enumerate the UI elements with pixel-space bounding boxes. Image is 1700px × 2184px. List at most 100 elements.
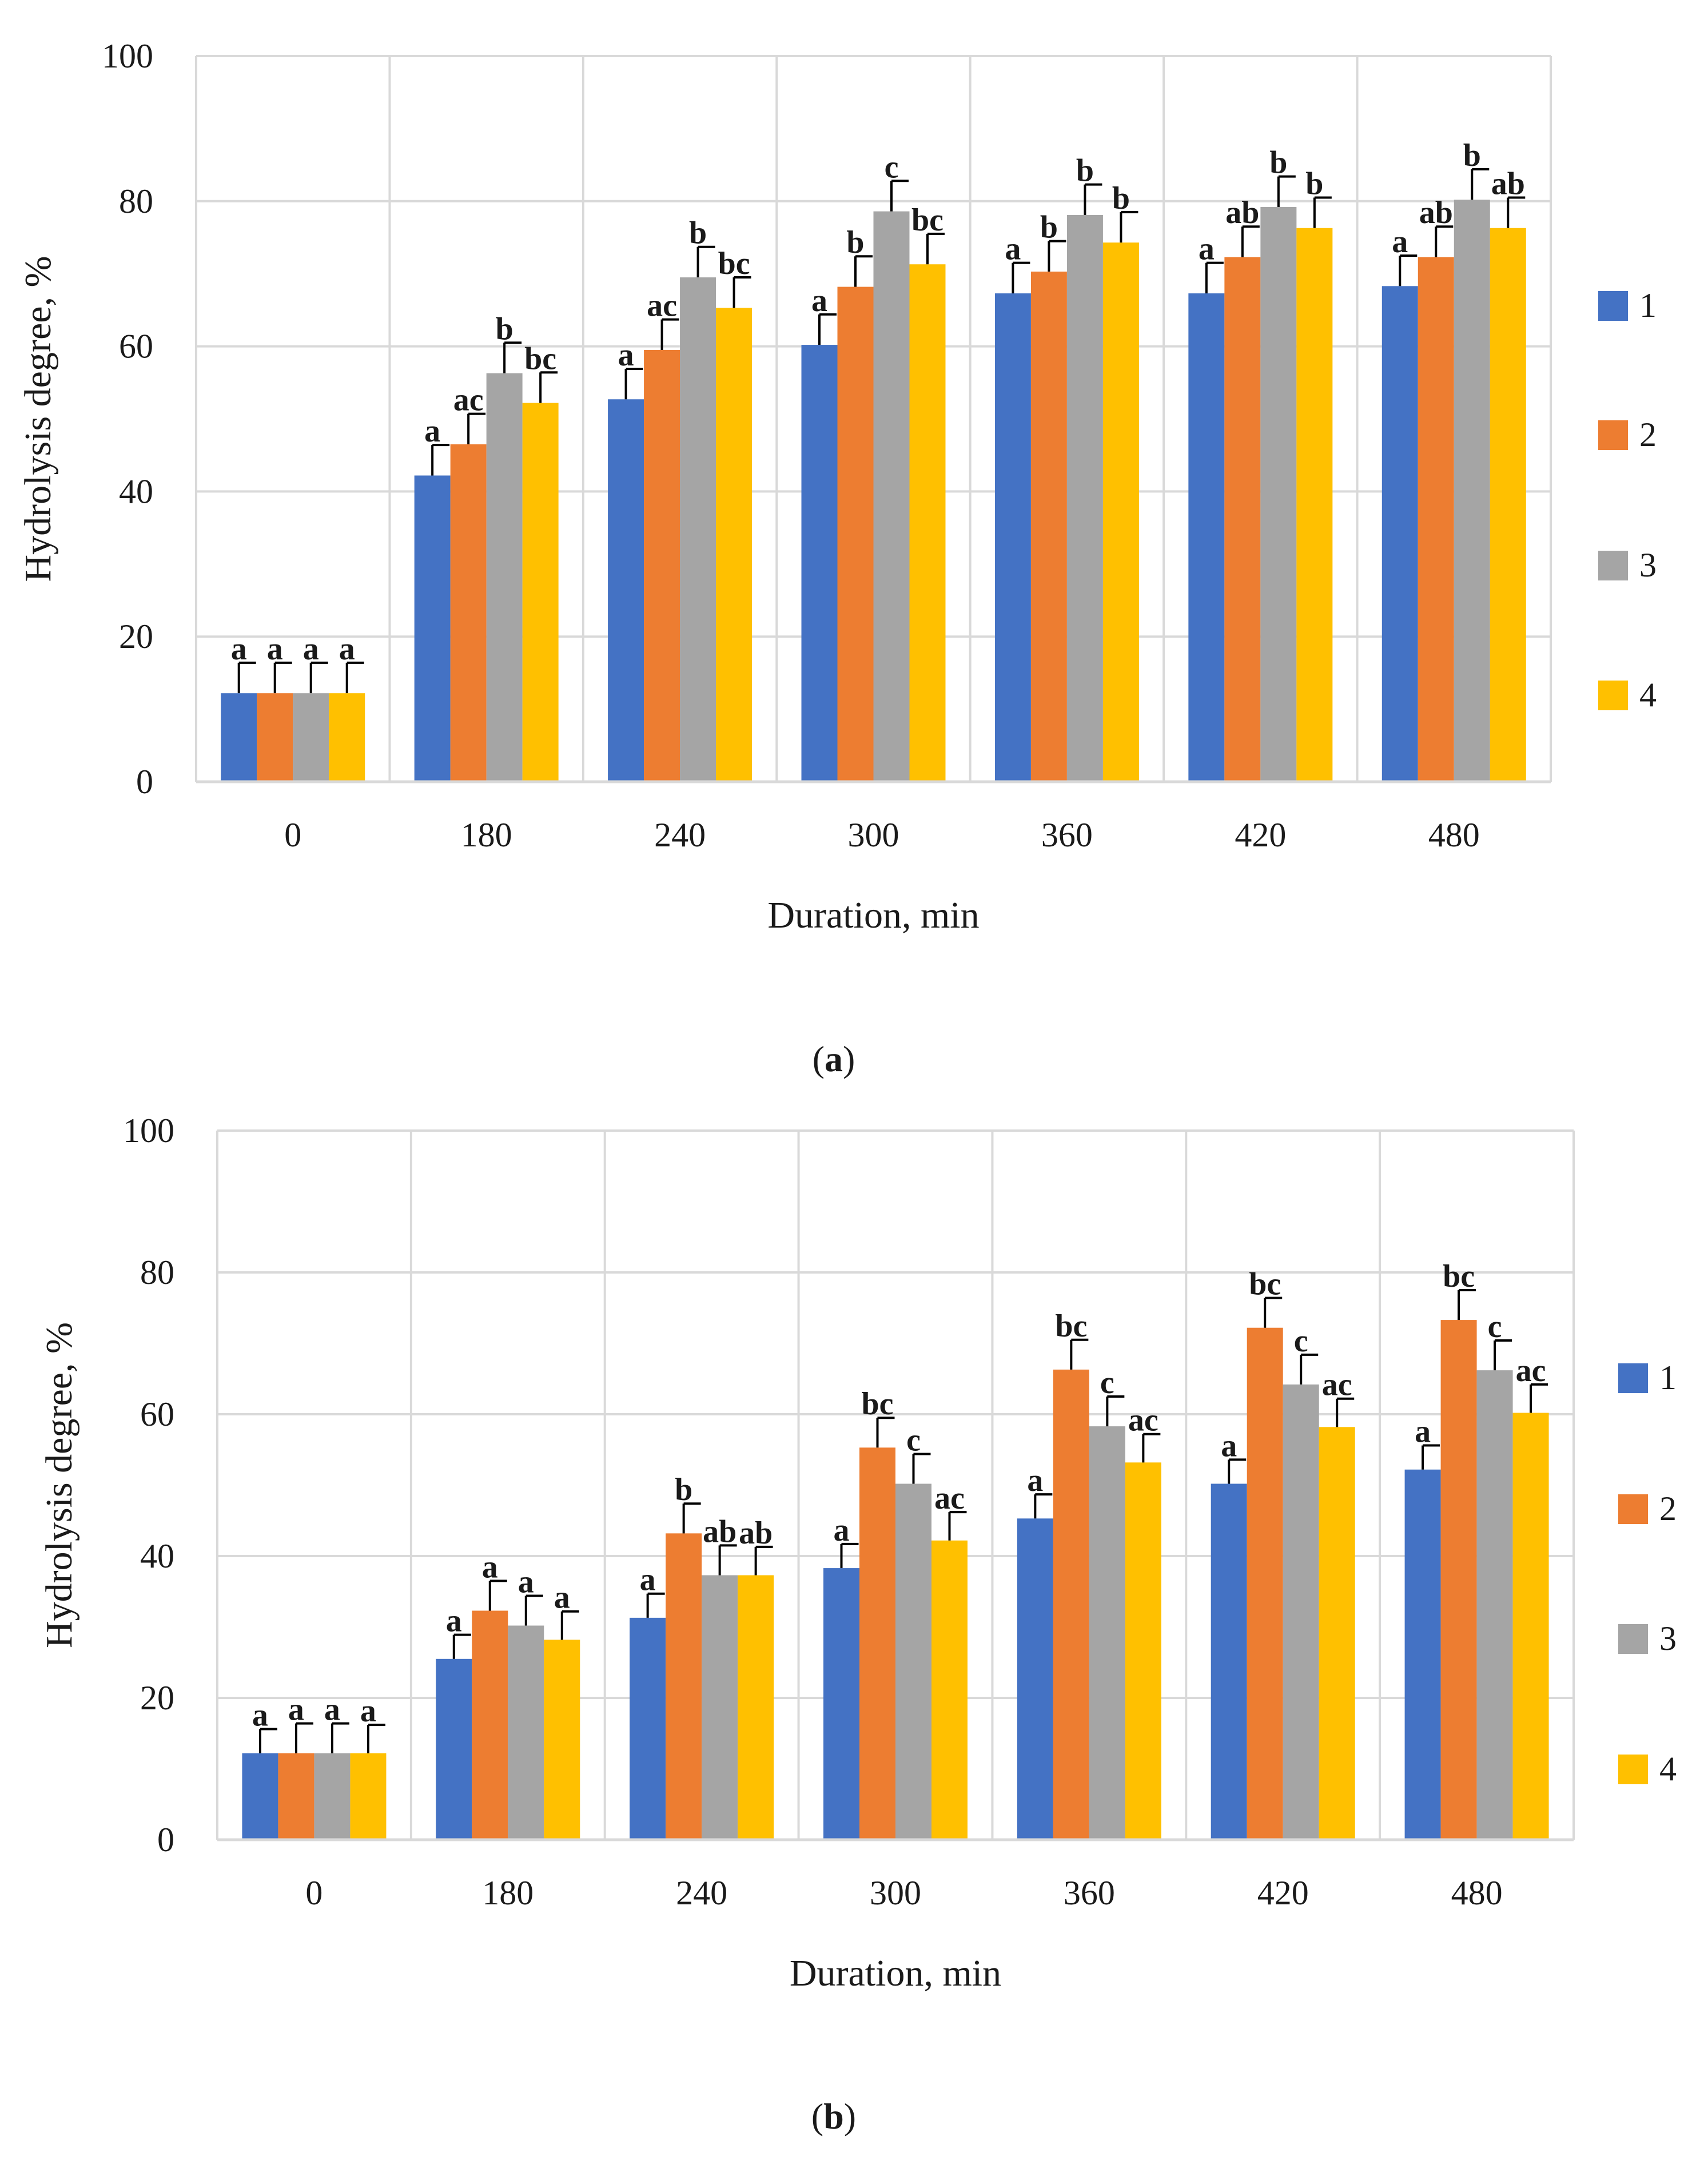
x-tick-label: 360 [1064, 1874, 1115, 1912]
significance-label: a [231, 631, 247, 667]
significance-label: b [496, 311, 513, 347]
bar-series-1-240 [630, 1617, 666, 1840]
bar-series-3-300 [895, 1483, 931, 1840]
bar-series-4-180 [522, 403, 559, 782]
significance-label: a [618, 337, 634, 373]
bar-series-3-240 [702, 1575, 738, 1840]
significance-label: b [675, 1472, 692, 1507]
bar-series-1-420 [1188, 293, 1225, 782]
bar-series-1-300 [823, 1568, 859, 1840]
x-tick-label: 180 [482, 1874, 534, 1912]
significance-label: a [303, 631, 319, 667]
bar-series-4-300 [909, 264, 946, 782]
significance-label: a [834, 1513, 850, 1548]
significance-label: ac [1128, 1403, 1158, 1438]
bar-series-2-300 [837, 287, 874, 782]
legend-label-1: 1 [1659, 1359, 1677, 1397]
bar-series-1-360 [1017, 1518, 1053, 1840]
x-tick-label: 300 [870, 1874, 921, 1912]
bar-series-4-240 [738, 1575, 774, 1840]
significance-label: c [1488, 1309, 1502, 1344]
y-tick-label: 100 [123, 1112, 174, 1149]
bar-series-2-360 [1030, 271, 1067, 782]
significance-label: ab [1419, 195, 1453, 230]
x-tick-label: 360 [1041, 816, 1093, 854]
legend-swatch-2 [1618, 1494, 1648, 1524]
y-axis-title: Hydrolysis degree, % [17, 256, 59, 582]
bar-series-2-240 [644, 349, 680, 782]
x-tick-label: 480 [1428, 816, 1480, 854]
bar-series-3-360 [1066, 214, 1103, 782]
x-axis-title: Duration, min [767, 894, 979, 936]
bar-series-3-480 [1476, 1370, 1513, 1840]
legend: 1 2 3 4 [1598, 287, 1657, 714]
significance-label: a [482, 1549, 498, 1585]
bar-series-2-180 [450, 444, 487, 782]
bar-series-4-180 [544, 1640, 580, 1840]
bar-series-4-0 [350, 1753, 387, 1840]
y-tick-label: 0 [136, 763, 153, 801]
significance-label: a [518, 1564, 534, 1600]
legend-swatch-1 [1598, 291, 1628, 321]
significance-label: a [252, 1698, 268, 1733]
x-tick-label: 240 [654, 816, 706, 854]
legend-label-3: 3 [1639, 546, 1657, 584]
significance-label: c [1100, 1365, 1114, 1401]
bar-series-1-300 [801, 345, 838, 782]
legend-swatch-1 [1618, 1363, 1648, 1393]
bar-series-3-480 [1454, 200, 1490, 782]
y-tick-label: 0 [157, 1821, 174, 1859]
significance-label: bc [718, 246, 750, 281]
bar-series-2-180 [472, 1610, 508, 1840]
bar-series-4-480 [1490, 228, 1526, 782]
significance-label: b [1305, 166, 1323, 201]
bar-series-3-420 [1260, 206, 1297, 782]
y-tick-label: 20 [140, 1679, 174, 1717]
significance-label: b [689, 216, 707, 251]
bar-series-1-420 [1211, 1483, 1247, 1840]
significance-label: ac [1516, 1353, 1546, 1389]
bar-series-3-0 [314, 1753, 351, 1840]
x-tick-label: 240 [676, 1874, 727, 1912]
significance-label: a [339, 631, 355, 667]
bar-series-1-0 [242, 1753, 278, 1840]
bar-series-3-180 [486, 373, 523, 782]
bar-series-3-0 [293, 693, 329, 782]
significance-label: b [1076, 153, 1094, 189]
significance-label: ab [703, 1514, 736, 1549]
bar-series-3-300 [873, 211, 910, 782]
significance-label: c [906, 1422, 921, 1458]
significance-label: a [1005, 232, 1021, 267]
legend-label-4: 4 [1639, 676, 1657, 714]
significance-label: bc [911, 202, 943, 238]
y-tick-label: 40 [140, 1537, 174, 1575]
significance-label: bc [1055, 1308, 1087, 1344]
significance-label: a [446, 1604, 462, 1639]
y-tick-label: 40 [119, 472, 153, 510]
significance-label: b [1112, 181, 1130, 216]
significance-label: ac [647, 288, 677, 324]
bar-series-2-0 [278, 1753, 314, 1840]
significance-label: a [640, 1562, 656, 1598]
bar-series-2-480 [1418, 257, 1454, 782]
y-tick-label: 100 [102, 37, 153, 75]
x-tick-label: 180 [461, 816, 512, 854]
bar-series-1-480 [1382, 286, 1418, 782]
x-tick-label: 480 [1451, 1874, 1503, 1912]
significance-label: b [1040, 210, 1058, 245]
x-tick-label: 420 [1257, 1874, 1309, 1912]
y-tick-label: 60 [119, 328, 153, 365]
significance-label: ac [453, 383, 484, 418]
y-tick-label: 20 [119, 618, 153, 655]
panel-caption: (a) [813, 1039, 855, 1079]
significance-label: a [1027, 1463, 1043, 1498]
significance-label: ac [934, 1481, 965, 1516]
bar-series-1-180 [436, 1658, 472, 1840]
significance-label: a [554, 1580, 570, 1616]
significance-label: a [288, 1692, 304, 1728]
bar-series-3-360 [1089, 1426, 1125, 1840]
bar-series-1-480 [1404, 1469, 1441, 1840]
bar-series-4-480 [1512, 1413, 1549, 1840]
bar-series-4-0 [329, 693, 365, 782]
significance-label: ab [739, 1515, 773, 1551]
